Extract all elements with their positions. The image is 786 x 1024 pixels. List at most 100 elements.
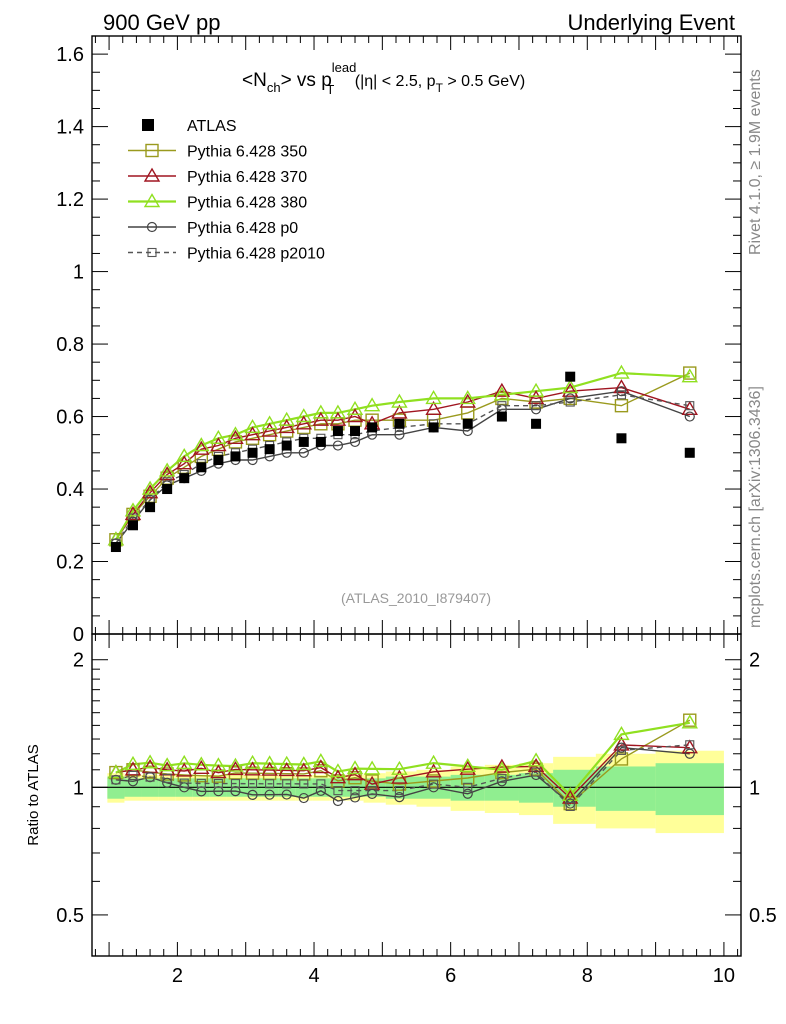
point-p2010 — [616, 390, 626, 400]
point-p370 — [425, 400, 442, 415]
point-atlas — [367, 422, 378, 433]
point-atlas — [462, 418, 473, 429]
point-p380 — [244, 419, 261, 434]
ratio-point-p380 — [681, 714, 698, 729]
ratio-point-p380 — [193, 756, 210, 771]
ratio-point-p380 — [227, 757, 244, 772]
point-p370 — [295, 415, 312, 430]
ratio-point-p2010 — [179, 778, 189, 788]
point-atlas — [496, 411, 507, 422]
ratio-point-p380 — [210, 757, 227, 772]
ratio-point-p380 — [158, 757, 176, 772]
point-p0 — [684, 411, 695, 422]
ratio-point-p0 — [315, 785, 326, 796]
point-p380 — [193, 437, 210, 452]
ratio-point-p370 — [227, 761, 244, 776]
point-p370 — [193, 440, 210, 455]
ratio-point-p380 — [141, 754, 159, 769]
legend-marker-p2010 — [147, 247, 157, 258]
point-atlas — [565, 371, 576, 382]
point-p0 — [332, 440, 344, 451]
point-p350 — [683, 366, 697, 380]
point-p2010 — [565, 397, 575, 407]
ratio-point-p380 — [527, 752, 545, 767]
legend-marker-p350 — [145, 143, 159, 158]
point-atlas — [230, 451, 241, 462]
point-p380 — [312, 404, 330, 419]
point-p2010 — [531, 401, 541, 411]
y-tick-label: 0 — [73, 624, 84, 646]
ratio-point-p2010 — [565, 801, 575, 811]
x-tick-label: 10 — [713, 965, 735, 987]
legend-marker-atlas — [142, 119, 154, 131]
ratio-point-p380 — [613, 725, 630, 741]
ratio-point-p350 — [683, 713, 697, 727]
legend-marker-p0 — [146, 221, 158, 233]
point-p370 — [124, 506, 142, 521]
legend-label-p380: Pythia 6.428 380 — [187, 195, 307, 212]
point-p380 — [329, 404, 347, 419]
ratio-tick-label-right: 0.5 — [749, 905, 777, 927]
point-atlas — [298, 436, 309, 447]
ratio-point-p2010 — [367, 786, 377, 796]
ratio-point-p0 — [127, 776, 139, 787]
point-atlas — [315, 436, 326, 447]
point-p370 — [158, 466, 176, 481]
ratio-point-p350 — [392, 777, 407, 791]
ratio-point-p380 — [295, 756, 312, 771]
ratio-tick-label: 2 — [73, 650, 84, 672]
ratio-point-p380 — [278, 755, 295, 770]
series-line-p350 — [115, 372, 691, 541]
series-line-p2010 — [115, 394, 690, 544]
ratio-point-p0 — [264, 789, 275, 800]
point-p380 — [363, 397, 381, 412]
point-atlas — [110, 542, 121, 553]
point-p370 — [329, 411, 347, 426]
ratio-point-p370 — [391, 769, 408, 784]
point-p370 — [346, 408, 364, 423]
ratio-point-p380 — [459, 757, 476, 773]
band-inner — [655, 763, 724, 816]
point-atlas — [162, 484, 173, 495]
ratio-point-p2010 — [685, 740, 695, 750]
ratio-point-p2010 — [247, 779, 258, 789]
point-p370 — [391, 404, 408, 419]
y-tick-label: 0.8 — [56, 334, 84, 356]
point-p380 — [261, 415, 278, 430]
watermark: (ATLAS_2010_I879407) — [341, 590, 491, 606]
ratio-point-p380 — [244, 754, 261, 769]
legend-label-p2010: Pythia 6.428 p2010 — [187, 246, 325, 263]
ratio-point-p0 — [281, 789, 292, 800]
point-p380 — [346, 400, 364, 415]
ratio-point-p380 — [261, 755, 278, 770]
ratio-ylabel: Ratio to ATLAS — [25, 744, 42, 845]
legend-label-p350: Pythia 6.428 350 — [187, 144, 307, 161]
point-p0 — [349, 436, 361, 448]
ratio-point-p2010 — [350, 786, 360, 796]
ratio-point-p380 — [176, 754, 193, 769]
ratio-point-p0 — [298, 792, 309, 804]
ratio-point-p0 — [332, 795, 344, 807]
ratio-tick-label-right: 2 — [749, 650, 760, 672]
ratio-point-p2010 — [497, 773, 507, 783]
ratio-point-p380 — [312, 753, 330, 768]
point-p380 — [210, 429, 227, 444]
point-p2010 — [685, 401, 695, 411]
ratio-point-p0 — [213, 786, 224, 797]
legend-marker-p380 — [143, 193, 161, 208]
point-p380 — [158, 462, 176, 477]
x-tick-label: 4 — [308, 965, 319, 987]
ratio-tick-label: 1 — [73, 777, 84, 799]
plot-title: <Nch> vs plead T (|η| < 2.5, pT > 0.5 GeV… — [242, 60, 525, 97]
point-atlas — [145, 502, 156, 513]
point-atlas — [428, 422, 439, 433]
ratio-point-p2010 — [333, 786, 343, 796]
point-p380 — [613, 364, 630, 379]
ratio-point-p2010 — [394, 785, 404, 796]
point-p370 — [613, 379, 630, 394]
header-left: 900 GeV pp — [103, 10, 220, 35]
legend-label-p0: Pythia 6.428 p0 — [187, 220, 298, 237]
data-markers — [107, 364, 698, 811]
ratio-point-p0 — [394, 792, 405, 803]
